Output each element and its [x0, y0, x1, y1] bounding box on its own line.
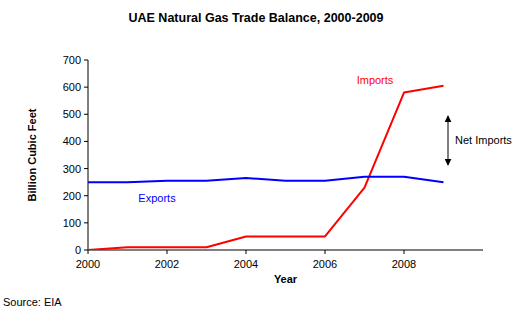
x-tick-label: 2008 [392, 258, 416, 270]
x-tick [167, 250, 168, 254]
x-tick-label: 2006 [313, 258, 337, 270]
annotation: Net Imports [455, 134, 512, 146]
series-line [88, 86, 444, 250]
source: Source: EIA [3, 296, 62, 308]
y-tick [84, 168, 88, 169]
y-tick-label: 100 [63, 217, 81, 229]
x-tick-label: 2004 [234, 258, 258, 270]
x-tick [88, 250, 89, 254]
series-label: Imports [357, 74, 394, 86]
y-tick [84, 250, 88, 251]
x-axis-label: Year [274, 273, 298, 285]
y-tick-label: 600 [63, 81, 81, 93]
series-label: Exports [138, 192, 176, 204]
annotation-arrow [448, 116, 449, 165]
x-tick [246, 250, 247, 254]
y-tick-label: 400 [63, 135, 81, 147]
x-tick [404, 250, 405, 254]
y-tick-label: 300 [63, 163, 81, 175]
y-tick-label: 700 [63, 54, 81, 66]
x-tick-label: 2002 [155, 258, 179, 270]
x-axis [88, 250, 483, 251]
y-tick [84, 60, 88, 61]
y-axis-label: Billion Cubic Feet [26, 108, 38, 201]
x-tick [325, 250, 326, 254]
y-tick-label: 0 [75, 244, 81, 256]
y-tick [84, 222, 88, 223]
y-tick [84, 195, 88, 196]
y-tick [84, 114, 88, 115]
chart: UAE Natural Gas Trade Balance, 2000-2009… [0, 0, 512, 314]
series-line [88, 177, 444, 182]
title: UAE Natural Gas Trade Balance, 2000-2009 [129, 11, 384, 25]
x-tick-label: 2000 [76, 258, 100, 270]
y-tick [84, 141, 88, 142]
y-tick [84, 87, 88, 88]
plot-area [88, 86, 444, 250]
y-axis [88, 60, 89, 250]
y-tick-label: 200 [63, 190, 81, 202]
y-tick-label: 500 [63, 108, 81, 120]
